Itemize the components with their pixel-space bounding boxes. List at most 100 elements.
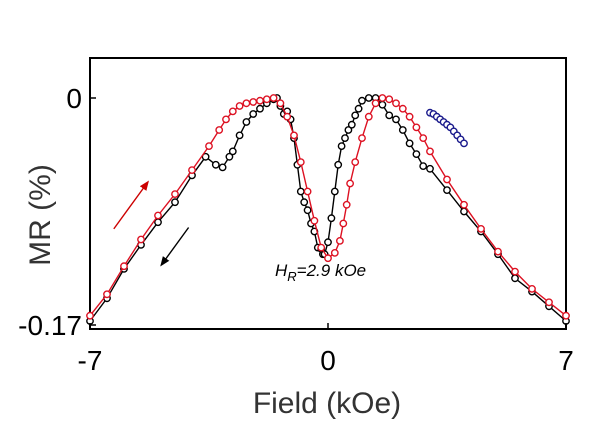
series-1-point (262, 95, 271, 104)
annotation-subscript: R (287, 269, 296, 284)
arrow-layer (113, 180, 190, 267)
series-1-point (249, 98, 258, 106)
y-tick-label: 0 (66, 83, 82, 114)
series-1-point (256, 96, 264, 105)
x-tick-label: 0 (320, 345, 336, 376)
series-0-point (378, 100, 387, 109)
series-1-point (378, 94, 387, 102)
series-0-point (154, 218, 162, 227)
series-1-point (283, 112, 292, 121)
series-0-point (324, 238, 332, 247)
series-0-point (256, 104, 264, 113)
series-0-point (296, 187, 305, 196)
series-1-point (412, 123, 421, 132)
series-1-point (477, 224, 485, 233)
series-1-point (137, 235, 145, 244)
direction-arrow (160, 227, 190, 267)
series-0-point (354, 104, 363, 113)
series-1-point (562, 311, 570, 320)
series-0-point (218, 163, 227, 172)
x-axis-label: Field (kOe) (253, 387, 401, 420)
series-0-point (171, 198, 179, 207)
series-0-point (303, 206, 312, 215)
series-1-point (269, 94, 278, 102)
series-0-point (330, 187, 339, 196)
series-1-point (335, 236, 344, 245)
series-1-point (351, 158, 360, 167)
series-1-point (154, 211, 162, 220)
series-0-point (344, 126, 353, 134)
x-tick-label: 7 (558, 345, 574, 376)
series-1-point (317, 243, 326, 252)
series-0-point (341, 134, 349, 143)
series-2-point (460, 139, 468, 148)
series-1-point (358, 134, 366, 143)
series-1-point (330, 248, 339, 257)
series-1-point (426, 147, 434, 156)
series-0-point (334, 160, 343, 169)
series-0-point (392, 115, 400, 124)
series-1-point (303, 187, 312, 196)
series-1-point (405, 112, 414, 121)
series-layer (86, 94, 570, 325)
series-1-point (215, 126, 224, 134)
y-tick-label: -0.17 (18, 310, 82, 341)
series-0-point (385, 111, 394, 120)
tick-layer: -7 0 7 0 -0.17 (18, 83, 574, 376)
plot-area (89, 57, 567, 330)
annotation-hr: HR=2.9 kOe (275, 261, 366, 284)
series-0-point (412, 150, 421, 159)
series-0-point (242, 118, 251, 126)
series-0-point (398, 126, 407, 134)
series-1-point (188, 166, 196, 175)
series-1-point (398, 104, 407, 113)
series-1-point (235, 102, 244, 110)
series-1-point (494, 247, 502, 256)
y-axis-label: MR (%) (24, 164, 57, 266)
series-1-point (205, 142, 213, 151)
series-1-point (443, 175, 451, 184)
x-tick-label: -7 (78, 345, 103, 376)
series-0-point (405, 139, 414, 148)
series-0-point (228, 147, 237, 156)
series-1-point (511, 267, 519, 276)
annotation-main: H (275, 261, 288, 280)
series-1-point (310, 216, 319, 225)
series-1-point (324, 254, 332, 263)
series-1-point (545, 298, 553, 307)
series-1-point (385, 95, 394, 104)
series-1-point (86, 311, 94, 320)
series-0-point (225, 152, 234, 161)
series-1-point (222, 115, 230, 124)
series-0-point (419, 162, 428, 171)
series-0-point (358, 96, 366, 105)
series-0-point (443, 186, 451, 195)
series-1-point (460, 200, 468, 209)
series-0-point (347, 120, 356, 129)
series-1-point (342, 200, 351, 209)
series-1-point (419, 134, 428, 143)
series-0-point (249, 110, 258, 118)
series-1-point (228, 107, 237, 116)
series-1-point (171, 190, 179, 199)
series-1-point (392, 99, 400, 108)
series-1-point (242, 99, 251, 108)
series-0-point (511, 274, 519, 283)
series-0-point (337, 142, 346, 151)
series-0-point (364, 94, 373, 102)
series-0-point (211, 160, 220, 169)
series-1-point (346, 179, 354, 188)
series-0-point (351, 111, 360, 120)
series-0-point (426, 164, 434, 173)
series-1-point (364, 112, 373, 121)
series-0-point (327, 214, 336, 223)
series-1-point (103, 290, 111, 299)
series-0-point (300, 198, 309, 207)
series-1-point (528, 284, 536, 293)
series-1-point (371, 99, 380, 108)
series-0-point (460, 207, 468, 216)
series-1-point (296, 158, 305, 167)
annotation-rest: =2.9 kOe (297, 261, 366, 280)
series-0-point (235, 131, 244, 140)
